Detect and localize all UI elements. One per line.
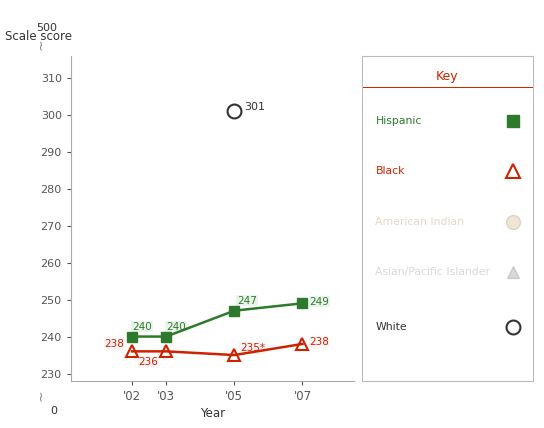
Text: Asian/Pacific Islander: Asian/Pacific Islander <box>375 267 491 277</box>
Text: 238: 238 <box>310 337 329 348</box>
Text: 301: 301 <box>244 102 265 112</box>
Text: ∼: ∼ <box>33 39 47 51</box>
Text: Black: Black <box>375 166 405 176</box>
Text: 240: 240 <box>132 321 152 332</box>
Text: 500: 500 <box>36 23 57 33</box>
Text: Hispanic: Hispanic <box>375 116 422 126</box>
X-axis label: Year: Year <box>200 407 225 420</box>
Text: 240: 240 <box>166 321 186 332</box>
Text: 235*: 235* <box>240 343 265 353</box>
Text: White: White <box>375 322 407 332</box>
Text: 0: 0 <box>50 407 57 416</box>
Text: Scale score: Scale score <box>5 30 72 43</box>
Text: Key: Key <box>436 70 459 83</box>
Text: ∼: ∼ <box>33 389 47 401</box>
Text: American Indian: American Indian <box>375 217 465 226</box>
Text: 249: 249 <box>310 297 329 307</box>
Text: 236: 236 <box>138 357 158 367</box>
Text: 238: 238 <box>104 339 124 349</box>
Text: 247: 247 <box>237 296 257 306</box>
